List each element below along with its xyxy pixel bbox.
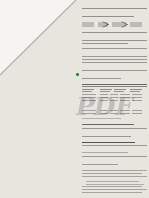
Bar	[82, 48, 147, 49]
Bar	[110, 113, 118, 114]
Bar	[100, 94, 108, 95]
Polygon shape	[0, 0, 76, 75]
Polygon shape	[0, 0, 76, 75]
Bar	[100, 100, 108, 101]
Bar	[132, 97, 142, 98]
Bar	[82, 145, 147, 146]
Bar	[82, 176, 147, 177]
Bar	[110, 100, 118, 101]
Bar	[132, 94, 142, 95]
Bar	[120, 97, 130, 98]
Bar	[82, 156, 147, 157]
Bar	[86, 184, 144, 185]
Bar	[82, 113, 96, 114]
Bar	[120, 94, 130, 95]
Bar	[82, 136, 131, 137]
Bar	[100, 97, 108, 98]
Bar	[82, 32, 147, 33]
Bar	[82, 152, 128, 153]
Bar	[82, 70, 147, 71]
Bar	[82, 62, 147, 63]
Bar	[82, 189, 147, 190]
Bar	[110, 97, 118, 98]
Bar	[82, 56, 147, 57]
Bar	[132, 113, 142, 114]
Bar	[86, 171, 144, 172]
Bar	[98, 22, 108, 27]
Bar	[130, 22, 142, 27]
Bar	[82, 186, 142, 187]
Bar	[82, 100, 96, 101]
Bar	[82, 173, 142, 174]
Bar	[82, 164, 118, 165]
Bar	[82, 65, 114, 66]
Bar	[110, 94, 118, 95]
Bar	[82, 97, 96, 98]
Bar	[82, 84, 147, 85]
Bar	[82, 86, 147, 87]
Bar	[82, 192, 142, 193]
Bar	[82, 94, 96, 95]
Bar	[82, 16, 134, 17]
Bar	[82, 170, 147, 171]
Bar	[82, 142, 135, 143]
Bar	[112, 22, 126, 27]
Bar	[82, 40, 147, 41]
Bar	[82, 59, 147, 60]
Bar	[82, 43, 128, 44]
Bar	[120, 100, 130, 101]
Bar	[82, 22, 94, 27]
Text: PDF: PDF	[76, 96, 134, 120]
Bar	[100, 113, 108, 114]
Bar	[82, 124, 134, 125]
Bar	[120, 113, 130, 114]
Bar	[86, 181, 139, 182]
Bar	[132, 100, 142, 101]
Bar	[82, 8, 147, 9]
Bar	[82, 78, 121, 79]
Bar	[82, 128, 147, 129]
